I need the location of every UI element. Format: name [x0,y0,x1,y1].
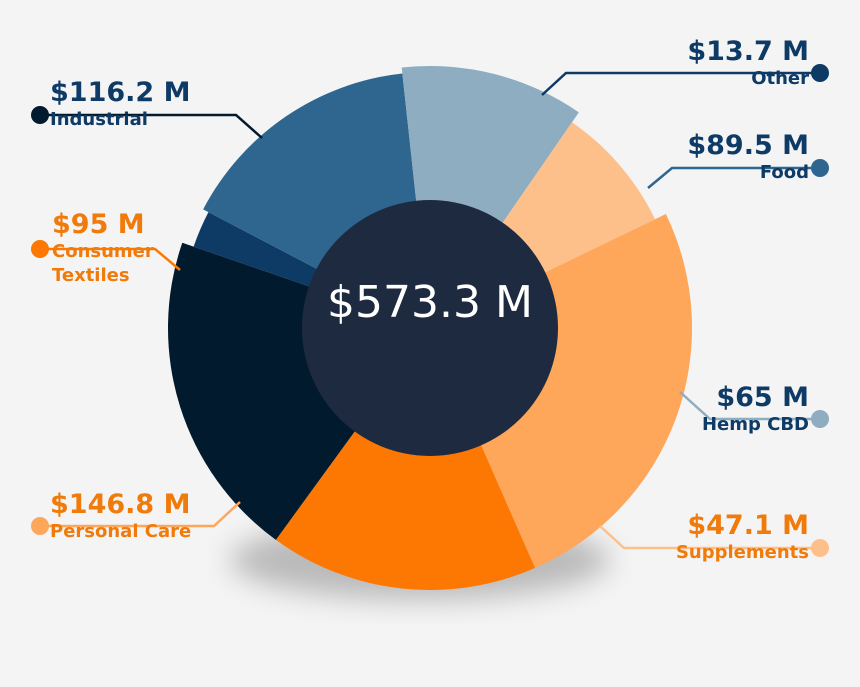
leader-line-other [541,71,820,96]
value-label-hemp-cbd: $65 M [716,382,809,413]
center-disc [302,200,558,456]
callout-consumer-textiles: $95 M Consumer Textiles [52,210,154,288]
category-label-other: Other [751,68,809,89]
category-label-consumer-textiles-line2: Textiles [52,265,130,286]
callout-industrial: $116.2 M Industrial [50,78,190,132]
leader-line-hemp-cbd [679,391,820,421]
value-label-food: $89.5 M [687,130,809,161]
value-label-supplements: $47.1 M [687,510,809,541]
value-label-consumer-textiles: $95 M [52,209,145,240]
callout-personal-care: $146.8 M Personal Care [50,490,191,544]
value-label-other: $13.7 M [687,36,809,67]
category-label-personal-care: Personal Care [50,521,192,542]
callout-hemp-cbd: $65 M Hemp CBD [702,383,809,437]
leader-line-supplements [599,525,820,550]
value-label-personal-care: $146.8 M [50,489,191,520]
leader-dot-other [811,64,829,82]
leader-line-food [647,166,820,189]
category-label-industrial: Industrial [50,109,148,130]
category-label-food: Food [759,162,809,183]
leader-dot-supplements [811,539,829,557]
leader-line-personal-care [40,501,241,528]
slice-consumer-textiles [275,328,535,590]
leader-dot-industrial [31,106,49,124]
total-value-label: $573.3 M [327,277,533,328]
leader-dot-food [811,159,829,177]
leader-dot-personal-care [31,517,49,535]
leader-line-industrial [40,113,263,139]
leader-dot-hemp-cbd [811,410,829,428]
category-label-consumer-textiles-line1: Consumer [52,241,154,262]
callout-food: $89.5 M Food [687,131,809,185]
leader-dot-consumer-textiles [31,240,49,258]
category-label-supplements: Supplements [675,542,809,563]
callout-other: $13.7 M Other [687,37,809,91]
leader-line-consumer-textiles [40,247,181,271]
callout-supplements: $47.1 M Supplements [676,511,809,565]
category-label-hemp-cbd: Hemp CBD [701,414,809,435]
value-label-industrial: $116.2 M [50,77,191,108]
